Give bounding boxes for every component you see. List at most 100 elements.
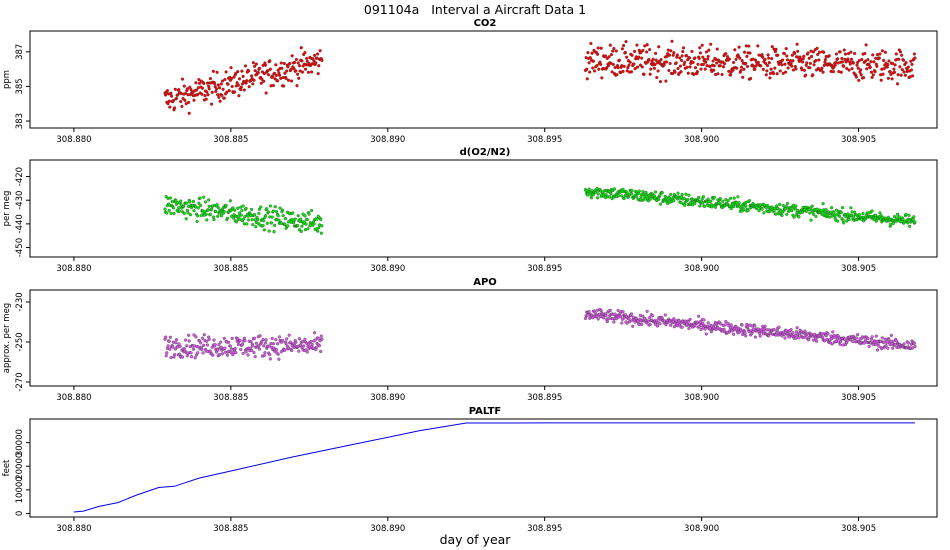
data-point [657,197,661,201]
x-tick-label: 308.895 [527,393,562,403]
data-point [891,346,895,350]
data-point [673,70,677,74]
data-point [841,218,845,222]
data-point [253,64,257,68]
data-point [893,63,897,67]
data-point [602,316,606,320]
data-point [878,211,882,215]
data-point [234,351,238,355]
data-point [300,70,305,74]
x-tick-label: 308.905 [841,264,876,274]
data-point [695,70,699,74]
data-point [770,45,774,49]
data-point [303,51,307,55]
data-point [814,58,818,63]
data-point [848,62,852,66]
data-point [863,51,867,56]
data-point [840,206,845,210]
data-point [305,218,309,222]
paltf-line [73,422,915,513]
data-point [251,82,255,86]
data-point [849,50,853,54]
data-point [257,211,261,216]
data-point [737,45,741,49]
data-point [746,209,750,213]
data-point [314,61,318,65]
data-point [897,57,901,61]
data-point [182,211,186,215]
data-point [704,332,708,336]
data-point [898,65,902,69]
data-point [271,209,275,213]
data-point [625,55,629,59]
data-point [652,66,656,70]
data-point [632,49,637,53]
data-point [701,195,705,199]
data-point [300,59,304,63]
data-point [254,225,258,229]
data-point [764,61,768,66]
data-point [250,207,254,211]
data-point [196,214,200,218]
data-point [763,57,767,61]
data-point [303,337,307,341]
data-point [276,342,280,346]
data-point [854,75,858,79]
data-point [845,66,849,71]
data-point [911,346,915,350]
data-point [704,50,708,54]
data-point [739,68,743,73]
data-point [296,223,300,228]
data-point [623,50,627,55]
x-tick-label: 308.900 [684,524,719,534]
data-point [807,56,811,60]
data-point [239,347,243,352]
data-point [164,335,168,339]
data-point [833,63,837,67]
data-point [216,206,220,210]
data-point [811,50,816,54]
data-point [182,347,186,351]
data-point [205,339,209,343]
data-point [843,337,847,341]
data-point [653,63,657,67]
data-point [207,337,211,341]
data-point [888,70,892,74]
data-point [658,80,663,84]
data-point [814,214,818,218]
data-point [271,83,275,88]
data-point [306,70,311,74]
data-point [862,341,866,345]
data-point [648,197,652,201]
data-point [850,67,854,71]
data-point [717,201,721,205]
data-point [883,337,887,341]
data-point [271,75,275,79]
data-point [304,222,308,226]
data-point [640,56,644,60]
x-tick-label: 308.880 [56,135,91,145]
x-tick-label: 308.890 [370,264,405,274]
data-point [862,76,866,80]
x-tick-label: 308.895 [527,264,562,274]
data-point [270,215,274,219]
data-point [605,66,609,70]
data-point [585,77,589,81]
data-point [290,79,294,83]
data-point [688,317,692,321]
data-point [213,85,217,89]
data-point [851,340,855,344]
data-point [912,341,916,345]
data-point [668,61,672,66]
data-point [696,62,700,66]
data-point [629,312,634,316]
data-point [236,83,240,87]
data-point [608,308,612,312]
data-point [316,72,320,76]
data-point [297,337,302,341]
data-point [174,96,179,100]
x-tick-label: 308.880 [56,264,91,274]
data-point [769,67,773,71]
x-axis-title: day of year [439,532,511,547]
data-point [902,70,906,74]
